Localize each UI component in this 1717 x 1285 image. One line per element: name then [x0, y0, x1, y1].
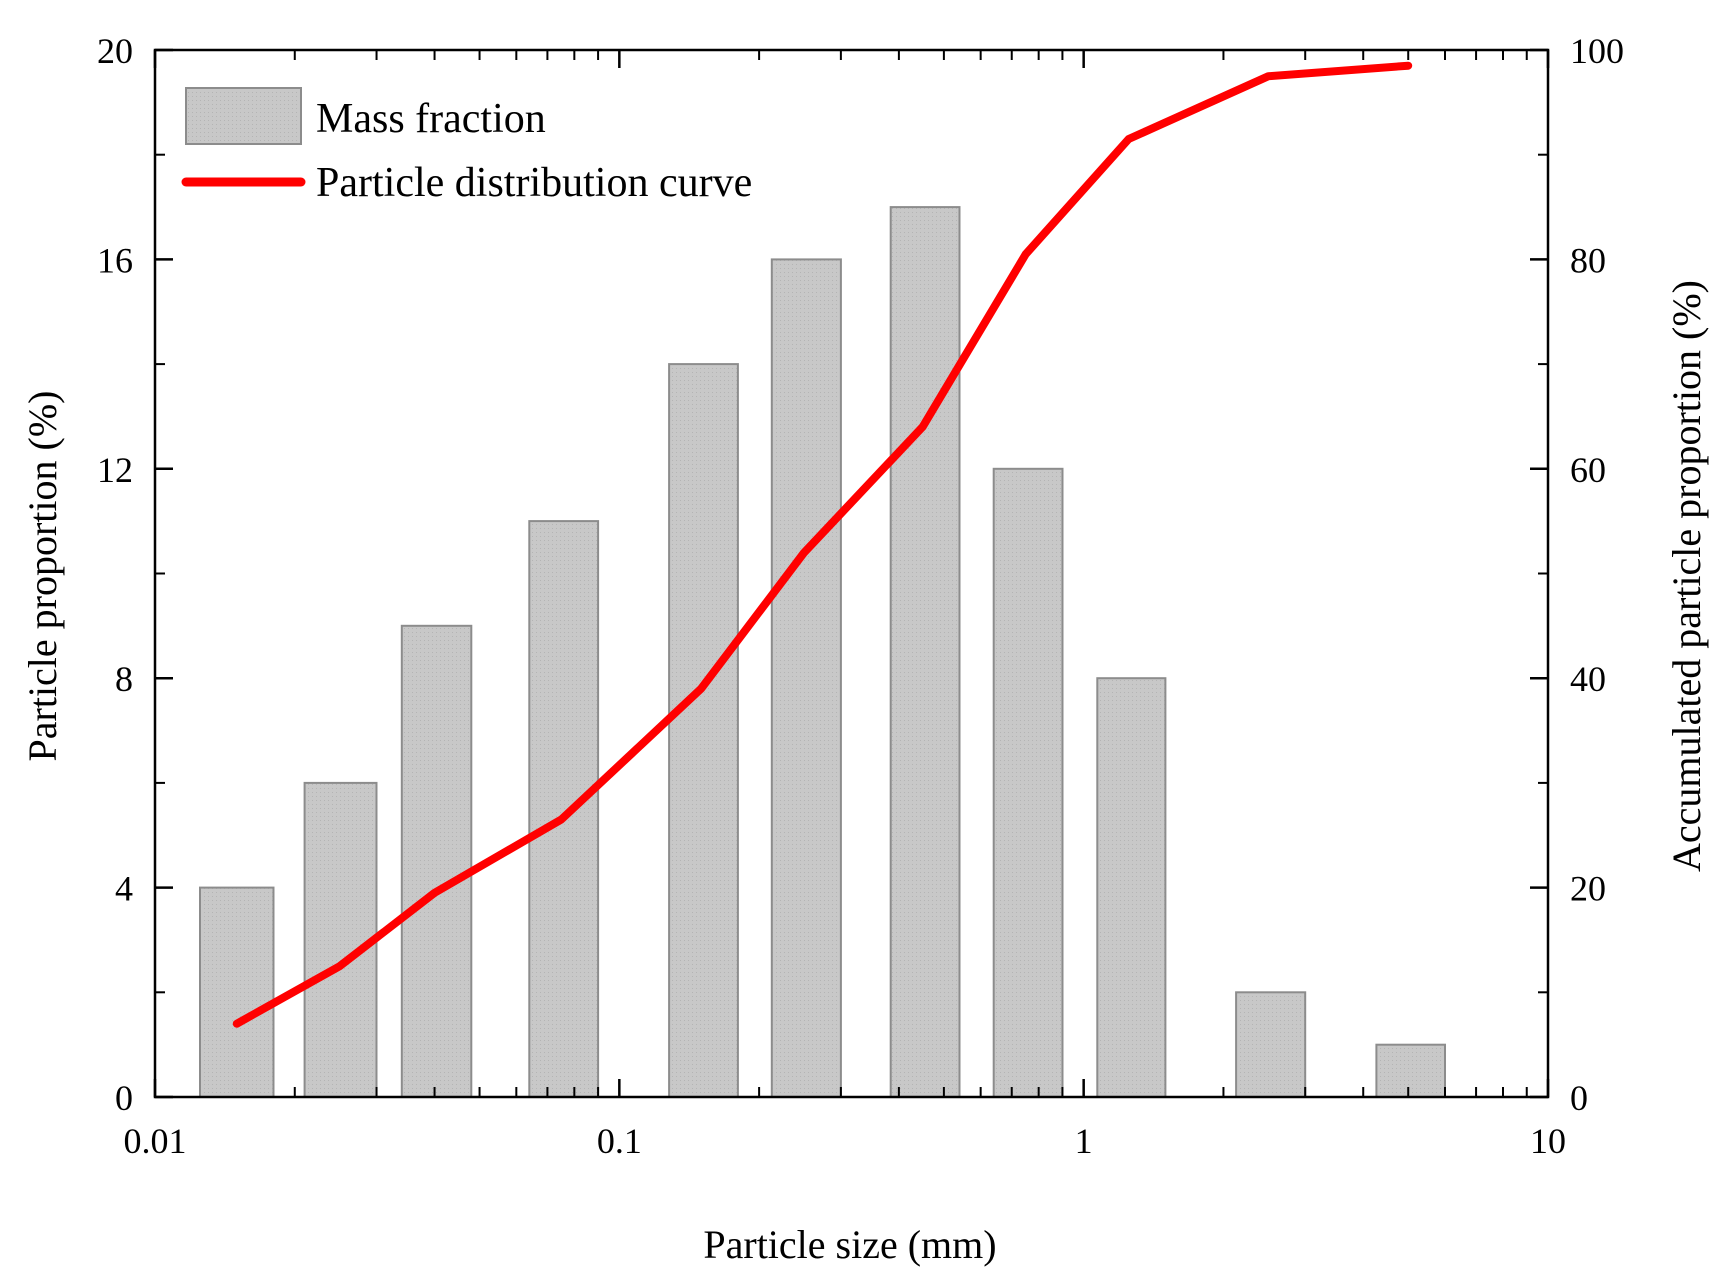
- bar-0: [199, 886, 275, 1098]
- bar-1: [303, 781, 378, 1099]
- right-y-axis-title: Accumulated particle proportion (%): [1664, 280, 1709, 872]
- x-tick-label: 10: [1530, 1121, 1566, 1161]
- bar-8: [1096, 677, 1167, 1098]
- legend-bar-swatch: [185, 87, 302, 145]
- y-left-tick-label: 12: [97, 450, 133, 490]
- y-left-tick-label: 0: [115, 1078, 133, 1118]
- legend: Mass fraction Particle distribution curv…: [181, 87, 752, 206]
- y-left-tick-label: 20: [97, 31, 133, 71]
- y-right-tick-label: 80: [1570, 240, 1606, 280]
- x-tick-label: 0.01: [124, 1121, 187, 1161]
- y-left-tick-label: 4: [115, 869, 133, 909]
- bar-5: [770, 258, 842, 1098]
- bar-10: [1375, 1043, 1447, 1098]
- bar-2: [400, 624, 473, 1098]
- legend-mass-fraction-label: Mass fraction: [316, 96, 546, 142]
- y-right-tick-label: 40: [1570, 659, 1606, 699]
- y-right-tick-label: 100: [1570, 31, 1624, 71]
- bar-9: [1235, 991, 1307, 1098]
- y-right-tick-label: 60: [1570, 450, 1606, 490]
- x-tick-label: 1: [1075, 1121, 1093, 1161]
- x-tick-label: 0.1: [597, 1121, 642, 1161]
- y-left-tick-label: 8: [115, 659, 133, 699]
- distribution-curve: [232, 61, 1413, 1028]
- bar-3: [528, 520, 600, 1098]
- y-right-tick-label: 0: [1570, 1078, 1588, 1118]
- x-axis-title: Particle size (mm): [703, 1222, 996, 1267]
- bar-4: [668, 363, 739, 1099]
- y-right-tick-label: 20: [1570, 869, 1606, 909]
- bar-7: [992, 467, 1064, 1098]
- y-left-tick-label: 16: [97, 240, 133, 280]
- mass-fraction-bars: [199, 206, 1447, 1099]
- bar-6: [889, 206, 961, 1099]
- left-y-axis-title: Particle proportion (%): [20, 391, 65, 762]
- legend-distribution-curve-label: Particle distribution curve: [316, 160, 752, 206]
- distribution-curve-line: [232, 61, 1413, 1028]
